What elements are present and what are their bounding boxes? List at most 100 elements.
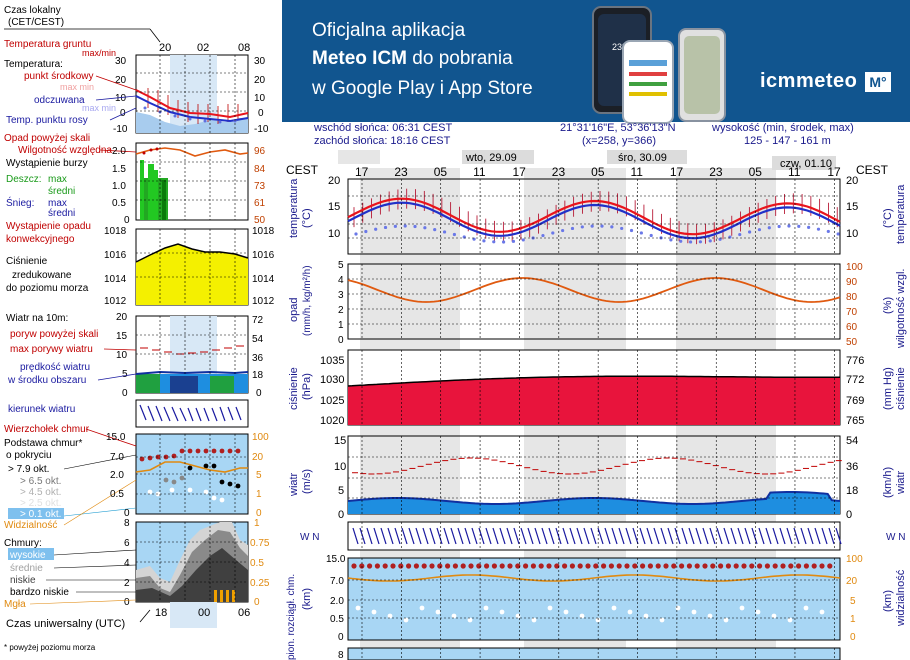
legend-clouds-tick-r: 0 (254, 597, 260, 608)
wind-arrow (429, 527, 436, 545)
legend-footnote: * powyżej poziomu morza (4, 643, 96, 652)
cloud-top-dot (655, 563, 661, 569)
wind-arrow (373, 527, 380, 545)
cloud-top-dot (710, 563, 716, 569)
legend-press-tick-r: 1016 (252, 250, 275, 261)
hour-label: 11 (631, 165, 644, 179)
press-axis-unit-right: (mm Hg) (882, 367, 894, 410)
dew-point-dot (600, 224, 604, 228)
cloud-panel (347, 557, 841, 641)
legend-cloud-base: Podstawa chmur* (4, 438, 82, 449)
wind-arrow (401, 527, 408, 545)
app-promo-banner[interactable]: Oficjalna aplikacja Meteo ICM do pobrani… (282, 0, 910, 124)
cloud-top-dot (796, 563, 802, 569)
temperature-line (347, 197, 841, 236)
dew-point-dot (757, 228, 762, 232)
press-axis-label-right: ciśnienie (895, 367, 907, 410)
legend-precip-tick: 1.5 (112, 164, 126, 175)
legend-temp-tick-r: -10 (254, 124, 269, 135)
wind-arrow (408, 527, 415, 545)
wind-arrow (807, 527, 814, 545)
sunset-text: zachód słońca: 18:16 CEST (314, 135, 451, 147)
wind-arrows (352, 527, 842, 545)
elevation-values: 125 - 147 - 161 m (744, 135, 831, 147)
icm-logo-badge: M° (865, 71, 891, 92)
legend-precip-tick: 0 (124, 215, 130, 226)
cloud-base-dot (659, 617, 665, 623)
hour-labels: 17 23 05 11 17 23 05 11 17 23 05 11 17 (355, 165, 841, 179)
meteogram: wto, 29.09 śro, 30.09 czw, 01.10 CEST CE… (286, 150, 907, 660)
wind-arrow (730, 527, 737, 545)
cloud-base-dot (387, 613, 393, 619)
cloud-top-dot (702, 563, 708, 569)
temp-axis-label-right: temperatura (895, 184, 907, 244)
wind-arrow (709, 527, 716, 545)
cloud-top-dots (351, 563, 833, 569)
hour-label: 23 (709, 165, 723, 179)
dew-point-dot (708, 239, 712, 243)
cloud-top-dot (640, 563, 646, 569)
legend-cov5-bg (8, 508, 64, 519)
legend-ground-maxmin: max/min (82, 48, 116, 58)
legend-wind-title: Wiatr na 10m: (6, 313, 68, 324)
legend-wind-dir-strip (135, 399, 249, 428)
day-label: śro, 30.09 (618, 152, 667, 164)
wind-arrow (366, 527, 373, 545)
legend-press-tick-r: 1012 (252, 296, 275, 307)
legend-cloud-tick: 7.0 (110, 452, 124, 463)
legend-gust-max: max porywy wiatru (10, 344, 93, 355)
legend-visibility: Widzialność (4, 520, 57, 531)
phone-temp: 23° (612, 42, 626, 52)
legend-wind-tick-r: 72 (252, 315, 264, 326)
wind-direction-strip (347, 521, 842, 551)
legend-temp-tick-r: 0 (258, 108, 264, 119)
cloud-top-dot (460, 563, 466, 569)
legend-cloud-tick: 2.0 (110, 470, 124, 481)
legend-cloud-top: Wierzchołek chmur (4, 424, 90, 435)
cloud-top-dot (484, 563, 490, 569)
press-tick-l: 1020 (320, 415, 344, 427)
wind-arrow (737, 527, 744, 545)
wind-arrow (352, 527, 359, 545)
hour-label: 05 (434, 165, 448, 179)
wind-arrow (506, 527, 513, 545)
cloud-top-dot (749, 563, 755, 569)
cloud-tick-l: 7.0 (330, 576, 344, 587)
temp-axis-unit-left: (°C) (301, 208, 313, 228)
legend-cl-low: niskie (10, 575, 36, 586)
wind-arrow (639, 527, 646, 545)
cloud-tick-r: 1 (850, 614, 856, 625)
legend-precip-occ: Wystąpienie opadu (6, 221, 91, 232)
cloud-base-dot (803, 605, 809, 611)
dew-point-dot (521, 238, 525, 242)
press-tick-r: 776 (846, 355, 864, 367)
dew-point-dot (816, 227, 821, 231)
banner-line1: Oficjalna aplikacja (312, 20, 466, 41)
cloud-top-dot (624, 563, 630, 569)
hour-label: 05 (591, 165, 605, 179)
wind-arrow (464, 527, 471, 545)
wind-arrow (394, 527, 401, 545)
legend-wind-tick: 15 (116, 331, 128, 342)
dew-point-dot (688, 240, 693, 244)
wind-axis-label-right: wiatr (895, 470, 907, 495)
legend-wind-tick: 10 (116, 350, 128, 361)
cloud-base-dot (611, 605, 617, 611)
dew-point-dot (649, 233, 653, 238)
cloud-tick-r: 20 (846, 576, 858, 587)
cloud-tick-l: 0.5 (330, 614, 344, 625)
pressure-area (348, 376, 840, 425)
legend-temp-panel (135, 54, 249, 134)
press-tick-r: 765 (846, 415, 864, 427)
legend-wind-tick: 5 (122, 369, 128, 380)
zone-label-left: CEST (286, 163, 319, 177)
cloud-base-dot (435, 609, 441, 615)
legend-precip-over: Opad powyżej skali (4, 133, 90, 144)
legend-clouds-tick: 2 (124, 578, 130, 589)
wind-arrow (450, 527, 457, 545)
icm-logo-text: icmmeteo (760, 70, 858, 92)
legend-pressure-panel (135, 228, 249, 306)
phone-image (622, 40, 674, 124)
legend-cov1: > 7.9 okt. (8, 464, 49, 475)
dew-point-dot (403, 224, 407, 228)
